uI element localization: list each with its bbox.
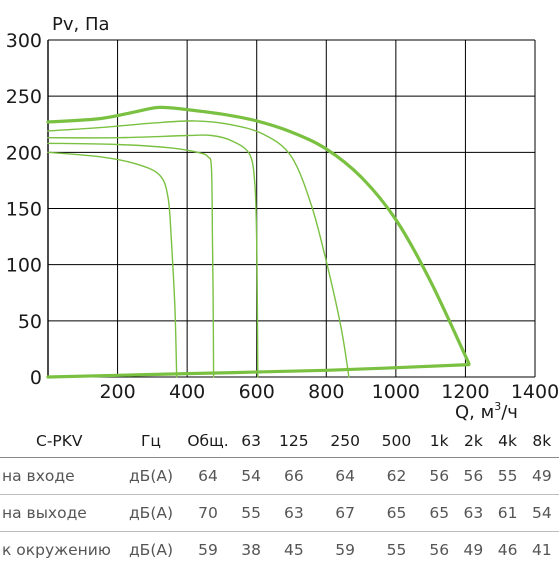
chart-ticks: 0 50 100 150 200 250 300 200 400 600 800 1000 1200 14… — [6, 30, 559, 403]
header-total: Общ. — [182, 425, 234, 458]
table-cell: 59 — [335, 541, 356, 559]
table-cell: 64 — [182, 457, 234, 495]
header-1khz: 1k — [422, 425, 457, 458]
table-cell: 63 — [456, 494, 491, 532]
table-cell: 54 — [524, 494, 559, 532]
header-250hz: 250 — [319, 425, 371, 458]
header-63hz: 63 — [234, 425, 269, 458]
table-cell: 63 — [268, 494, 320, 532]
row-unit: дБ(А) — [120, 457, 182, 495]
table-cell: 45 — [283, 541, 304, 559]
noise-table-header-row: C-PKV Гц Общ. 63 125 250 500 1k 2k 4k 8k — [0, 425, 559, 458]
x-axis-title: Q, м3/ч — [455, 400, 518, 423]
curve-speed-4 — [47, 142, 215, 378]
x-tick-label: 600 — [239, 381, 275, 403]
y-axis-title: Pv, Па — [52, 14, 110, 35]
header-4khz: 4k — [490, 425, 525, 458]
fan-performance-chart: 0 50 100 150 200 250 300 200 400 600 800 1000 1200 14… — [6, 14, 559, 423]
table-cell: 65 — [370, 494, 423, 532]
row-unit: дБ(А) — [120, 494, 182, 532]
y-tick-label: 200 — [6, 142, 42, 164]
table-row-outlet: на выходе дБ(А) 70 55 63 67 65 65 63 61 … — [0, 494, 559, 532]
y-tick-label: 0 — [30, 367, 42, 389]
chart-curves — [46, 105, 471, 379]
x-tick-label: 1200 — [441, 381, 489, 403]
y-tick-label: 50 — [18, 311, 42, 333]
table-cell: 56 — [429, 541, 450, 559]
curve-envelope-0 — [46, 105, 471, 366]
table-cell: 64 — [319, 457, 371, 495]
curve-speed-5 — [47, 151, 178, 378]
table-cell: 46 — [497, 541, 518, 559]
table-cell: 55 — [386, 541, 407, 559]
table-cell: 67 — [319, 494, 371, 532]
table-cell: 54 — [234, 457, 269, 495]
table-cell: 65 — [422, 494, 457, 532]
row-label: на входе — [0, 457, 120, 495]
table-cell: 49 — [463, 541, 484, 559]
table-row-inlet: на входе дБ(А) 64 54 66 64 62 56 56 55 4… — [0, 457, 559, 495]
header-unit: Гц — [120, 425, 182, 458]
x-tick-label: 800 — [308, 381, 344, 403]
y-tick-label: 100 — [6, 255, 42, 277]
x-tick-label: 200 — [99, 381, 135, 403]
table-cell: 62 — [370, 457, 423, 495]
table-cell: 61 — [490, 494, 525, 532]
curve-speed-2 — [47, 120, 350, 378]
header-125hz: 125 — [268, 425, 320, 458]
x-tick-label: 1400 — [511, 381, 559, 403]
header-8khz: 8k — [524, 425, 559, 458]
table-cell: 41 — [531, 541, 552, 559]
y-tick-label: 250 — [6, 86, 42, 108]
table-row-surroundings: к окружению дБ(А) 59 38 45 59 55 56 49 4… — [0, 532, 559, 569]
x-tick-label: 1000 — [372, 381, 420, 403]
header-2khz: 2k — [456, 425, 491, 458]
y-tick-label: 300 — [6, 30, 42, 52]
table-cell: 56 — [456, 457, 491, 495]
table-cell: 49 — [524, 457, 559, 495]
table-cell: 56 — [422, 457, 457, 495]
noise-table: C-PKV Гц Общ. 63 125 250 500 1k 2k 4k 8k… — [0, 425, 559, 568]
table-cell: 59 — [198, 541, 218, 559]
table-cell: 55 — [490, 457, 525, 495]
curve-system-1 — [46, 363, 471, 379]
x-axis-title-sup: 3 — [494, 400, 501, 413]
y-tick-label: 150 — [6, 199, 42, 221]
x-tick-label: 400 — [169, 381, 205, 403]
table-cell: 55 — [234, 494, 269, 532]
table-cell: 38 — [241, 541, 261, 559]
x-axis-title-main: Q, м — [455, 402, 494, 423]
row-label: к окружению — [2, 541, 111, 559]
row-label: на выходе — [0, 494, 120, 532]
chart-grid — [47, 39, 536, 378]
table-cell: 66 — [268, 457, 320, 495]
curve-speed-3 — [47, 134, 259, 378]
table-cell: 70 — [182, 494, 234, 532]
header-model: C-PKV — [0, 425, 120, 458]
x-axis-title-tail: /ч — [501, 402, 518, 423]
header-500hz: 500 — [370, 425, 423, 458]
row-unit: дБ(А) — [128, 541, 174, 559]
